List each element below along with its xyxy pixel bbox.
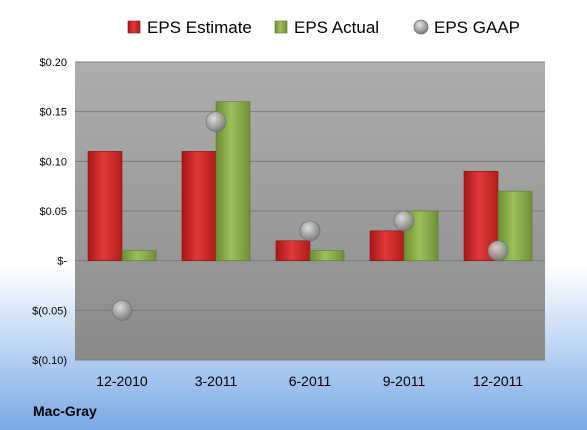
eps-estimate-bar: [369, 230, 405, 261]
y-tick-label: $(0.10): [32, 355, 67, 367]
y-tick-label: $0.05: [39, 206, 67, 218]
x-tick-label: 12-2011: [473, 373, 524, 389]
eps-gaap-marker: [299, 220, 321, 242]
company-label: Mac-Gray: [33, 403, 97, 419]
legend-swatch: [127, 20, 141, 34]
legend-swatch: [274, 20, 288, 34]
y-tick-label: $0.10: [39, 156, 67, 168]
x-tick-label: 6-2011: [289, 373, 332, 389]
eps-gaap-marker: [393, 210, 415, 232]
eps-estimate-bar: [275, 240, 311, 261]
y-tick-label: $0.20: [39, 57, 67, 69]
y-tick-label: $(0.05): [32, 305, 67, 317]
x-axis-labels: 12-2010 3-2011 6-2011 9-2011 12-2011: [96, 373, 523, 389]
legend: EPS Estimate EPS Actual EPS GAAP: [127, 18, 520, 37]
legend-label: EPS Estimate: [147, 18, 252, 37]
y-tick-label: $0.15: [39, 107, 67, 119]
eps-gaap-marker: [205, 111, 227, 132]
x-tick-label: 9-2011: [383, 373, 426, 389]
eps-gaap-marker: [111, 299, 133, 321]
eps-gaap-marker: [487, 240, 509, 262]
x-tick-label: 3-2011: [195, 373, 238, 389]
x-tick-label: 12-2010: [96, 373, 148, 389]
eps-estimate-bar: [181, 151, 217, 261]
y-tick-label: $-: [57, 256, 67, 268]
bars: [87, 101, 533, 261]
eps-estimate-bar: [87, 151, 123, 261]
legend-label: EPS GAAP: [434, 18, 520, 37]
eps-actual-bar: [309, 250, 345, 261]
y-axis-labels: $0.20 $0.15 $0.10 $0.05 $- $(0.05) $(0.10): [32, 57, 67, 367]
eps-actual-bar: [121, 250, 157, 261]
legend-swatch: [413, 19, 429, 35]
legend-label: EPS Actual: [294, 18, 379, 37]
gaap-markers: [111, 111, 509, 321]
